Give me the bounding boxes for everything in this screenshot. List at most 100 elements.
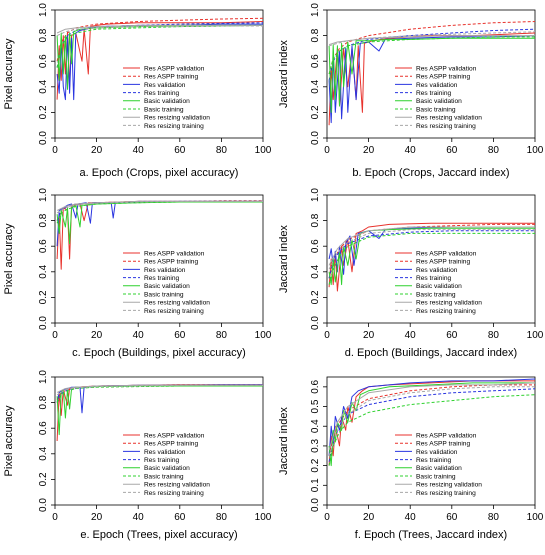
x-tick-label: 80 (488, 145, 500, 156)
panel-caption: c. Epoch (Buildings, pixel accuracy) (72, 347, 246, 359)
series-line-basic-validation (328, 382, 535, 467)
series-line-res-resizing-validation (56, 384, 263, 393)
legend-label: Basic training (144, 106, 184, 113)
y-tick-label: 0.6 (38, 239, 49, 253)
y-axis-label: Jaccard index (278, 407, 290, 475)
legend-label: Res ASPP training (144, 441, 198, 448)
x-tick-label: 20 (91, 512, 103, 523)
series-line-res-validation (56, 200, 263, 247)
x-tick-label: 0 (52, 512, 58, 523)
y-tick-label: 0.6 (310, 54, 321, 68)
series-line-res-aspp-training (328, 384, 535, 456)
series-line-res-aspp-training (328, 21, 535, 75)
chart-panel-5: 0 20 40 60 80 100 0.0 0.2 0.4 0.6 0.8 1.0 Pixel accu… (3, 370, 272, 541)
panel-caption: a. Epoch (Crops, pixel accuracy) (80, 167, 239, 179)
series-line-res-resizing-training (56, 384, 263, 396)
x-tick-label: 40 (133, 512, 145, 523)
series-group (56, 200, 263, 270)
x-tick-label: 0 (324, 330, 330, 341)
y-tick-label: 0.1 (310, 478, 321, 492)
legend-label: Res validation (416, 267, 458, 274)
panel-caption: e. Epoch (Trees, pixel accuracy) (80, 529, 237, 541)
legend-label: Basic validation (416, 98, 462, 105)
legend-label: Res ASPP validation (144, 250, 205, 257)
legend: Res ASPP validation Res ASPP trainingRes … (395, 250, 482, 315)
y-tick-label: 0.5 (310, 399, 321, 413)
series-group (328, 378, 535, 467)
x-tick-label: 80 (488, 512, 500, 523)
chart-panel-2: 0 20 40 60 80 100 0.0 0.2 0.4 0.6 0.8 1.0 Jaccard in… (278, 3, 544, 179)
series-line-res-training (328, 230, 535, 279)
legend-label: Basic validation (144, 98, 190, 105)
x-tick-label: 20 (363, 330, 375, 341)
y-tick-label: 0.8 (38, 28, 49, 42)
legend-label: Res validation (144, 267, 186, 274)
chart-panel-3: 0 20 40 60 80 100 0.0 0.2 0.4 0.6 0.8 1.0 Pixel accu… (3, 188, 272, 359)
x-tick-label: 40 (405, 512, 417, 523)
series-line-res-resizing-validation (56, 24, 263, 34)
y-axis-label: Pixel accuracy (3, 223, 15, 294)
y-axis-label: Pixel accuracy (3, 405, 15, 476)
legend-label: Res resizing training (144, 490, 204, 497)
y-tick-label: 0.2 (310, 290, 321, 304)
series-group (56, 384, 263, 442)
legend-label: Res ASPP validation (144, 65, 205, 72)
y-tick-label: 0.8 (310, 213, 321, 227)
plot-frame (54, 376, 264, 506)
series-line-basic-validation (56, 385, 263, 436)
series-line-res-resizing-training (328, 31, 535, 47)
legend-label: Basic training (144, 291, 184, 298)
x-tick-label: 40 (133, 330, 145, 341)
legend: Res ASPP validation Res ASPP training Res … (123, 432, 210, 497)
x-tick-label: 100 (527, 330, 544, 341)
x-tick-label: 100 (255, 145, 272, 156)
legend-label: Res resizing validation (416, 115, 482, 122)
series-line-basic-training (56, 24, 263, 68)
x-tick-label: 80 (216, 512, 228, 523)
x-tick-label: 60 (174, 512, 186, 523)
panel-caption: d. Epoch (Buildings, Jaccard index) (345, 347, 517, 359)
y-axis-label: Jaccard index (278, 225, 290, 293)
x-tick-label: 0 (324, 145, 330, 156)
series-line-res-training (56, 22, 263, 68)
x-tick-label: 0 (52, 330, 58, 341)
panel-caption: f. Epoch (Trees, Jaccard index) (355, 529, 507, 541)
legend-label: Basic training (416, 106, 456, 113)
y-tick-label: 0.2 (38, 105, 49, 119)
y-tick-label: 1.0 (38, 188, 49, 202)
x-tick-label: 100 (255, 330, 272, 341)
y-tick-label: 1.0 (310, 188, 321, 202)
y-tick-label: 0.3 (310, 439, 321, 453)
series-group (328, 222, 535, 292)
legend-label: Res ASPP training (416, 441, 470, 448)
legend-label: Res resizing training (144, 123, 204, 130)
series-line-res-validation (328, 35, 535, 124)
plot-frame (326, 376, 536, 506)
y-tick-label: 0.0 (38, 131, 49, 145)
legend-label: Basic training (416, 291, 456, 298)
x-tick-label: 100 (255, 512, 272, 523)
x-tick-label: 40 (133, 145, 145, 156)
legend-label: Res resizing validation (144, 482, 210, 489)
legend-label: Res ASPP validation (416, 250, 477, 257)
x-tick-label: 0 (52, 145, 58, 156)
y-tick-label: 0.8 (38, 213, 49, 227)
chart-panel-4: 0 20 40 60 80 100 0.0 0.2 0.4 0.6 0.8 1.0 Jaccard in… (278, 188, 544, 359)
legend-label: Res ASPP validation (416, 65, 477, 72)
y-tick-label: 0.2 (38, 290, 49, 304)
series-line-basic-training (328, 36, 535, 75)
legend-label: Res ASPP training (416, 74, 470, 81)
plot-frame (54, 9, 264, 139)
legend-label: Res ASPP validation (144, 432, 205, 439)
legend-label: Basic validation (416, 465, 462, 472)
legend-label: Basic validation (144, 465, 190, 472)
legend-label: Res ASPP training (144, 259, 198, 266)
legend-label: Res resizing training (416, 123, 476, 130)
series-line-basic-validation (328, 227, 535, 286)
series-line-basic-training (328, 394, 535, 466)
y-tick-label: 0.4 (38, 79, 49, 93)
y-tick-label: 0.6 (310, 239, 321, 253)
legend-label: Res ASPP training (416, 259, 470, 266)
